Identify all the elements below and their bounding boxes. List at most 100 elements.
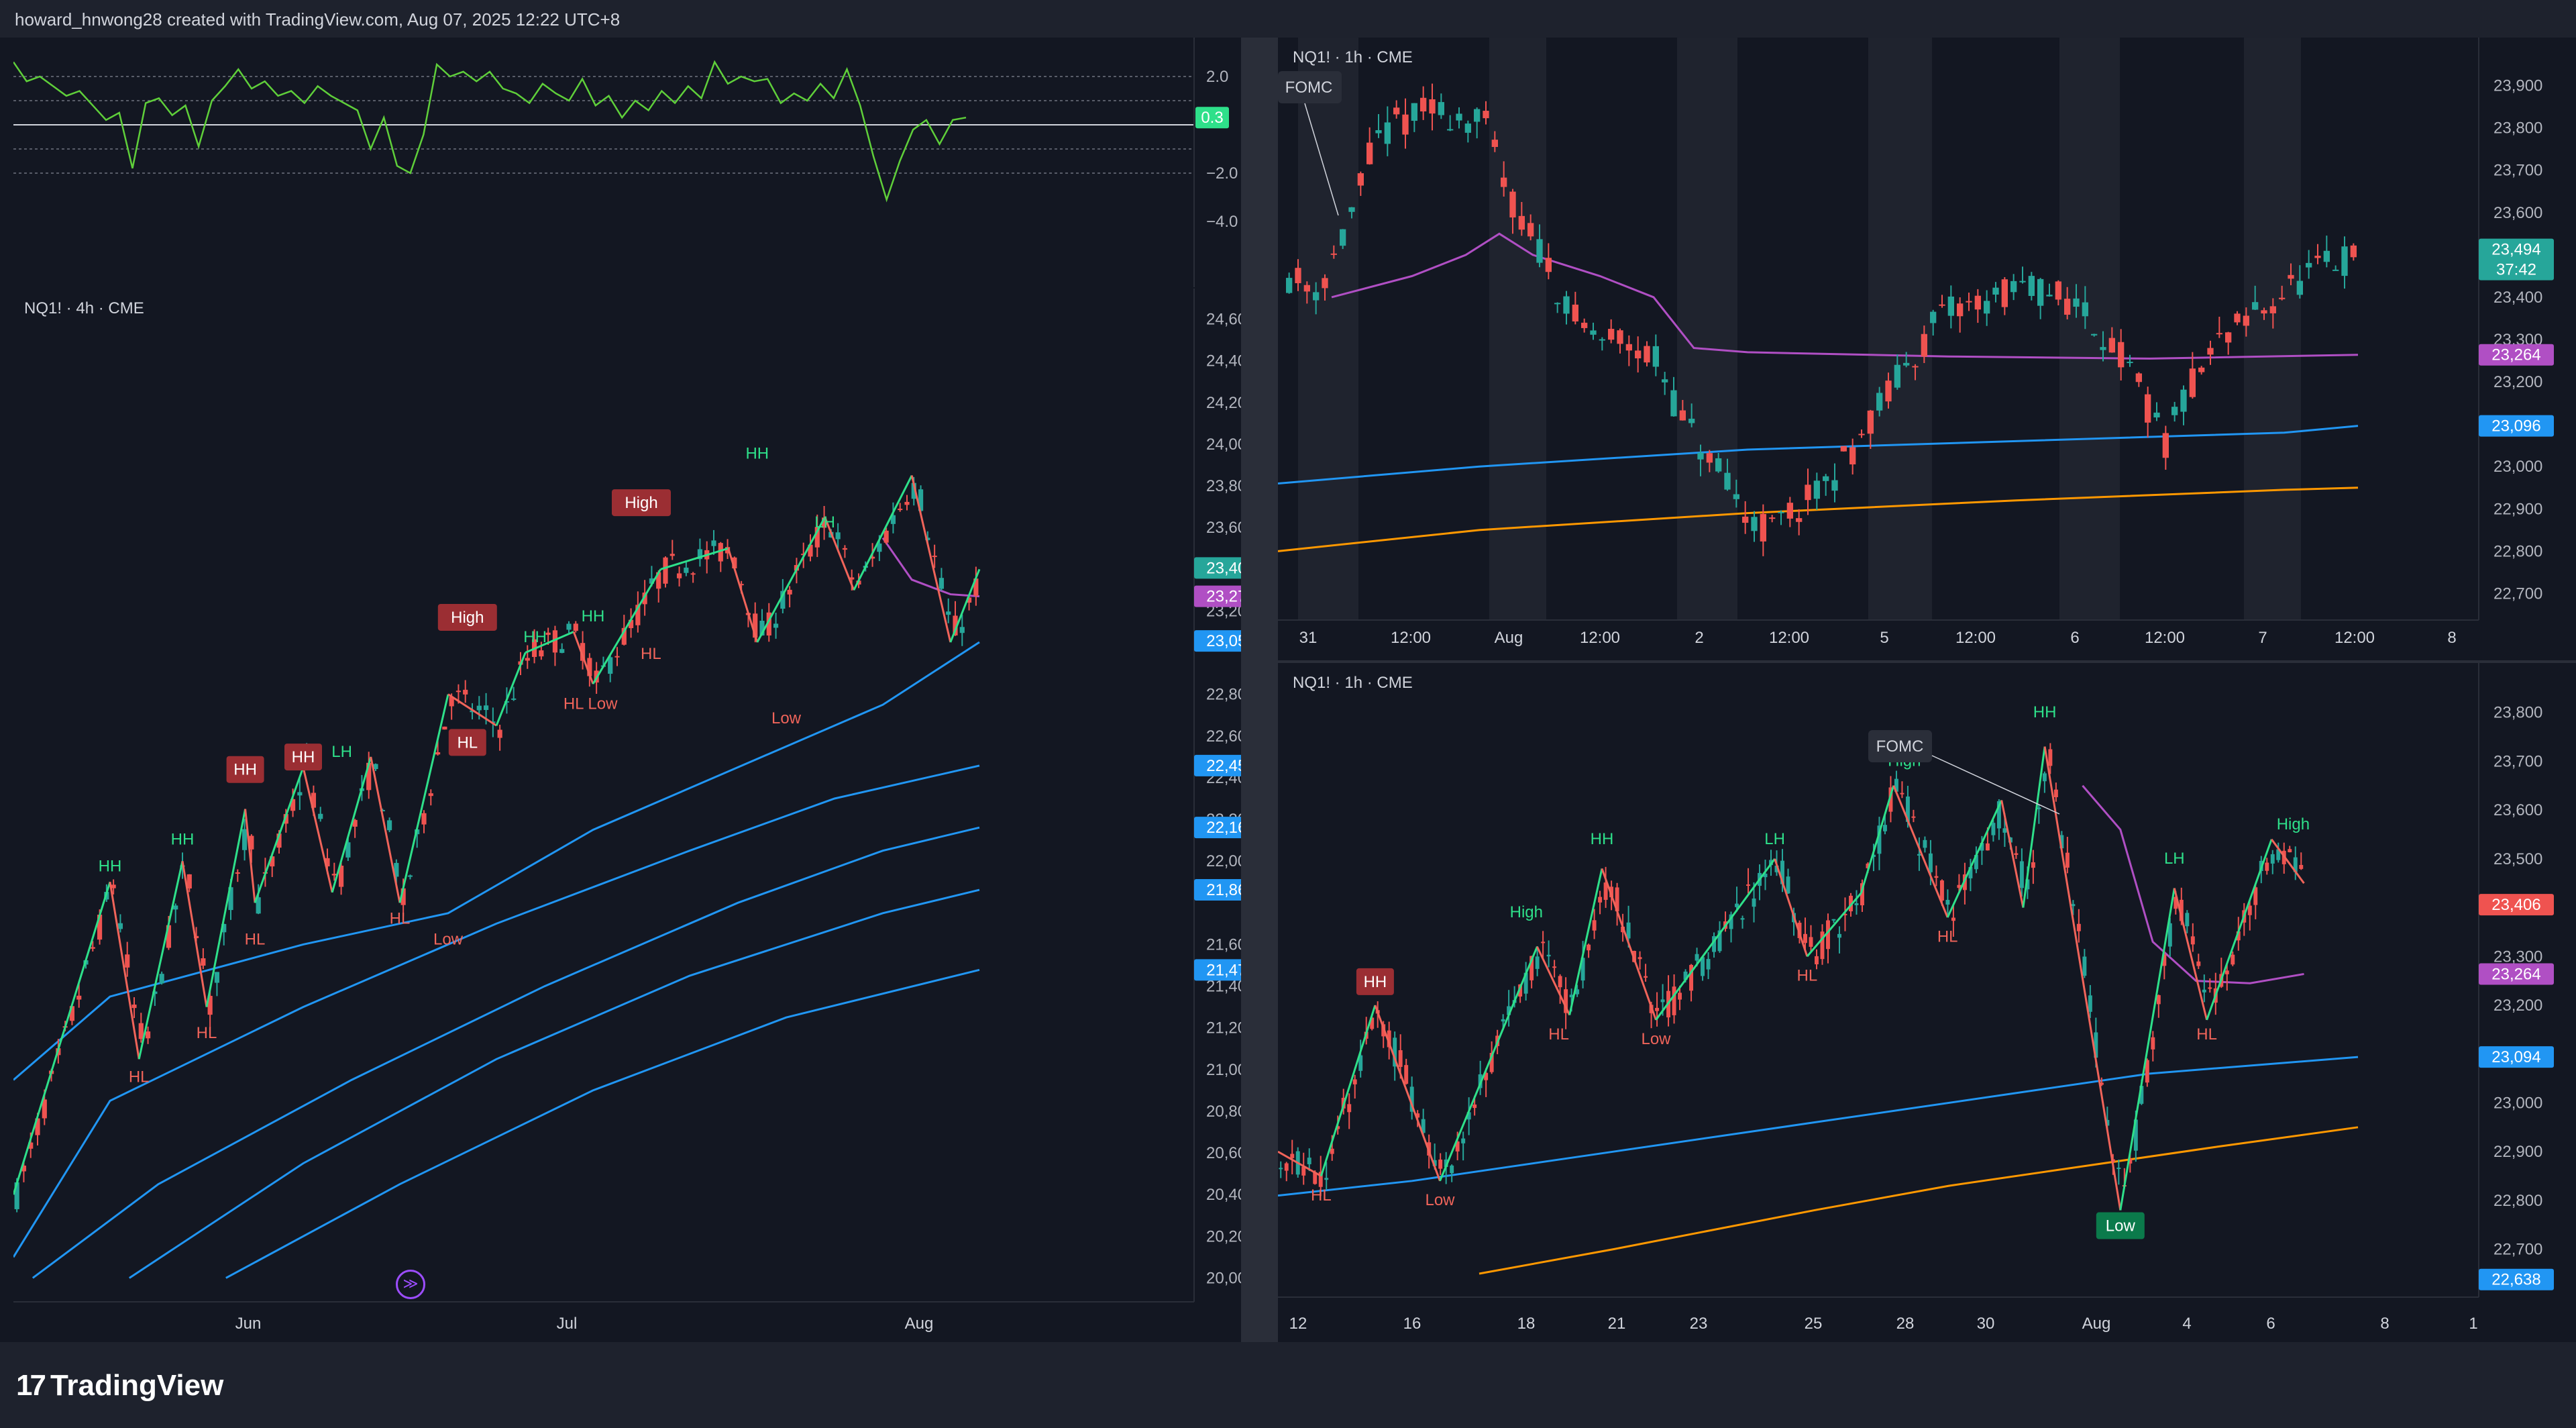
chart-1h-bottom-zigzag-segment [1278,1150,1322,1177]
candle-body [2037,807,2041,809]
chart-1h-bottom-price-badge-bg [2479,1268,2554,1290]
candle-body [1786,876,1790,894]
chart-1h-bottom-background [1278,663,2576,1342]
candle-body [1484,1072,1489,1080]
oscillator-chart[interactable]: 4.02.0−2.0−4.00.3 [13,38,1241,287]
candle-body [614,656,620,658]
candle-body [256,897,261,914]
candle-body [938,578,945,589]
candle-body [2332,269,2339,271]
candle-body [566,623,572,630]
candle-body [1930,311,1937,323]
chart-4h-symbol-legend[interactable]: NQ1! · 4h · CME [24,299,144,317]
chart-4h-swing-label-box [448,729,486,756]
chart-4h-zigzag-segment [244,809,256,903]
oscillator-panel[interactable]: 4.02.0−2.0−4.00.3 [13,38,1241,287]
chart-4h-panel[interactable]: HH HL HH HL HH HL HH LH HL Low High HL HH HL Low HH High… [13,289,1241,1342]
candle-body [1876,393,1883,411]
candle-body [959,627,965,633]
candle-body [1644,976,1648,978]
candle-body [201,958,206,966]
candle-body [1450,1165,1454,1174]
candle-body [2073,298,2080,307]
candle-body [525,658,530,661]
candle-body [684,567,689,573]
candle-body [1866,863,1870,868]
chart-1h-bottom-zigzag-segment [1774,858,1809,957]
chart-1h-bottom-swing-label: HL [1548,1025,1569,1043]
candle-body [1357,173,1364,186]
chart-1h-top-symbol-legend[interactable]: NQ1! · 1h · CME [1293,48,1413,66]
chart-4h-price-badge: 21,862 [1206,881,1241,899]
chart-1h-bottom-ema-line [1479,1126,2359,1275]
chart-1h-bottom-symbol-legend[interactable]: NQ1! · 1h · CME [1293,674,1413,692]
candle-body [1670,390,1677,417]
vertical-divider[interactable] [1241,38,1278,1342]
candle-body [663,557,668,584]
candle-body [1984,301,1990,314]
candle-body [2128,1159,2133,1164]
candle-body [1609,886,1614,898]
candle-body [1626,922,1631,939]
horizontal-divider[interactable] [1278,660,2576,663]
chart-4h-zigzag-segment [495,652,527,726]
candle-body [2055,281,2061,300]
chart-4h-zigzag-segment [181,860,208,1007]
chart-4h-price-badge: 22,161 [1206,819,1241,837]
candle-body [435,752,441,755]
candle-body [1384,122,1391,144]
candle-body [1996,801,2001,829]
candle-body [1655,1007,1660,1011]
candle-body [249,835,254,850]
candle-body [2180,389,2187,412]
footer: 17 TradingView [0,1342,2576,1428]
chart-1h-top-time-label: 12:00 [1955,629,1996,647]
candle-body [1290,1154,1295,1158]
chart-1h-bottom-fomc-label: FOMC [1876,737,1924,756]
chart-1h-top-panel[interactable]: FOMC 23,900 23,800 23,700 23,600 23,400 23,300… [1278,38,2576,662]
candle-body [1991,823,1996,835]
candle-body [394,862,399,877]
chart-1h-bottom-zigzag-segment [2270,838,2305,884]
candle-body [1867,410,1874,434]
candle-body [1564,989,1568,1013]
candle-body [2306,262,2312,268]
chart-1h-bottom-time-label: 4 [2182,1315,2191,1333]
chart-1h-top-time-label: 12:00 [2334,629,2375,647]
chart-4h-price-badge-bg [1194,754,1241,776]
candle-body [421,813,427,825]
candle-body [1466,1112,1471,1120]
candle-body [1608,329,1615,340]
chart-1h-bottom-panel[interactable]: HHHLLowHighHLHHLowHLLHHighHLHHLowLHHLHig… [1278,663,2576,1342]
candle-body [2171,407,2178,415]
chart-1h-bottom-swing-label-box [2096,1212,2145,1239]
candle-body [1746,884,1750,886]
candle-body [1348,207,1355,212]
tradingview-logo[interactable]: 17 TradingView [16,1369,223,1402]
candle-body [117,923,123,929]
candle-body [2139,1086,2144,1104]
candle-body [1717,930,1722,952]
chart-1h-bottom-zigzag-segment [2043,746,2122,1211]
candle-body [973,578,979,596]
candle-body [835,532,841,540]
candle-body [1295,268,1301,283]
candle-body [946,611,951,615]
chart-1h-bottom-price-label: 23,500 [2493,850,2542,868]
candle-body [1518,215,1525,230]
candle-body [697,549,703,560]
candle-body [1752,899,1756,907]
chart-1h-bottom[interactable]: HHHLLowHighHLHHLowHLLHHighHLHHLowLHHLHig… [1278,663,2576,1342]
chart-4h-swing-label: HL [457,733,478,752]
replay-icon[interactable]: ≫ [396,1270,425,1299]
chart-1h-top-price-label: 22,800 [2493,542,2542,560]
candle-body [573,623,578,631]
candle-body [1447,129,1454,131]
candle-body [2314,256,2321,258]
chart-1h-bottom-zigzag-segment [1601,868,1657,1021]
candle-body [1911,816,1916,818]
candle-body [545,632,551,635]
chart-1h-top[interactable]: FOMC 23,90023,80023,70023,60023,40023,300… [1278,38,2576,662]
chart-1h-top-time-label: 12:00 [2145,629,2185,647]
